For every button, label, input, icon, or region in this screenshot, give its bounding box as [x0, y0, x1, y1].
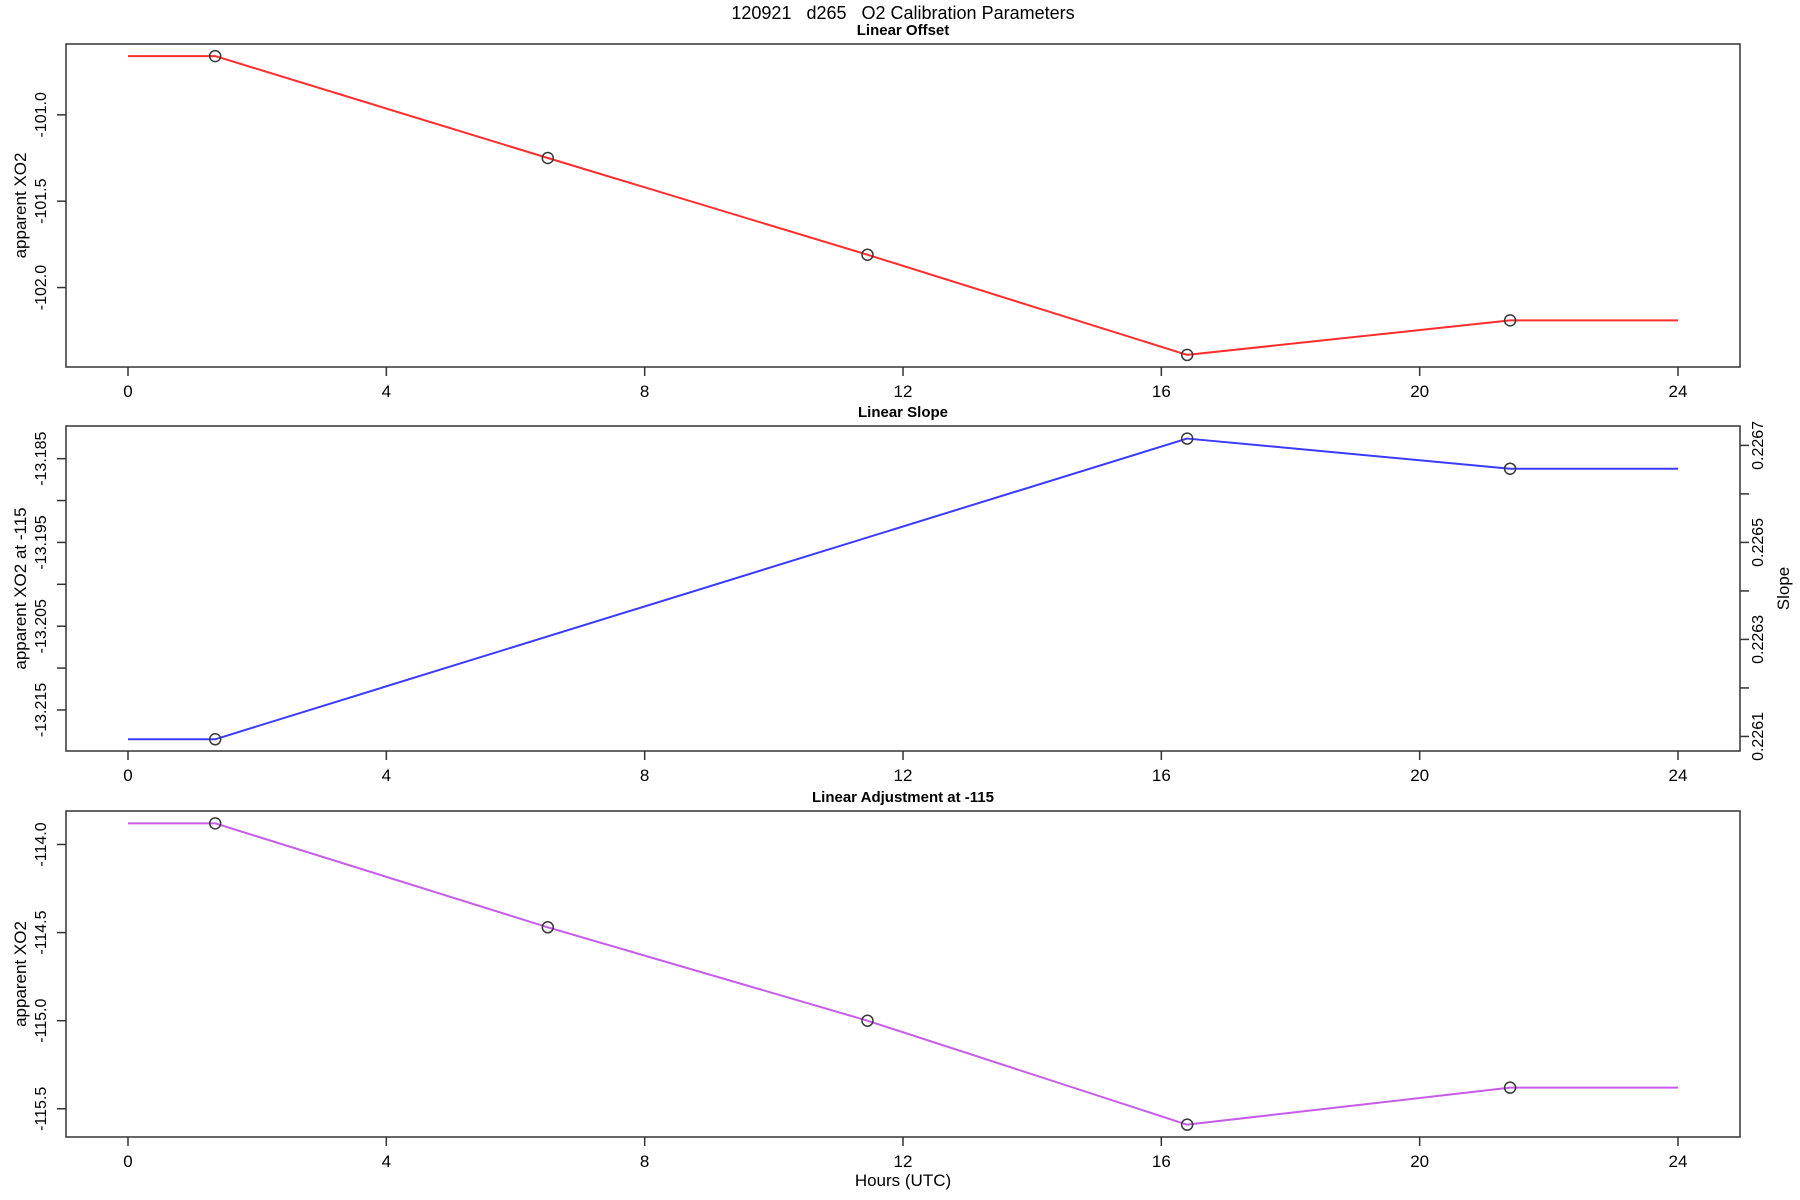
panel1-y-axis-label: apparent XO2 — [11, 153, 30, 259]
panel2-x-tick-label: 24 — [1669, 766, 1688, 785]
panel1-title: Linear Offset — [857, 22, 950, 39]
panel1-data-point-marker — [861, 248, 874, 261]
panel2-y-tick-label: -13.205 — [33, 599, 50, 653]
panel3-x-tick-label: 24 — [1669, 1152, 1688, 1171]
panel2-x-tick-label: 8 — [640, 766, 649, 785]
panel3-y-tick-label: -115.5 — [33, 1087, 50, 1131]
panel2-data-point-marker — [208, 733, 222, 746]
panel3-box — [65, 810, 1741, 1138]
panel2-right-axis-label: Slope — [1774, 567, 1793, 610]
panel2-right-tick-label: 0.2261 — [1750, 712, 1767, 761]
panel2-right-tick-label: 0.2265 — [1750, 518, 1767, 567]
panel1-y-tick-label: -101.5 — [33, 178, 50, 223]
panel3-x-tick-label: 20 — [1410, 1152, 1429, 1171]
panel1-data-point-marker — [1180, 348, 1194, 362]
panel2-x-tick-label: 0 — [123, 766, 132, 785]
panel3-title: Linear Adjustment at -115 — [812, 789, 994, 806]
panel2-y-tick-label: -13.195 — [33, 515, 50, 569]
panel1-x-tick-label: 8 — [640, 382, 649, 401]
panel2-right-tick-label: 0.2267 — [1750, 421, 1767, 470]
panel1-x-tick-label: 0 — [123, 382, 132, 401]
panel2-data-line — [128, 437, 1678, 741]
panel3-x-tick-label: 16 — [1152, 1152, 1171, 1171]
panel2-y-axis-label: apparent XO2 at -115 — [11, 507, 30, 669]
panel3-y-tick-label: -114.5 — [33, 910, 50, 954]
panel2-x-tick-label: 20 — [1410, 766, 1429, 785]
panel1-data-point-marker — [541, 151, 555, 165]
panel2-y-tick-label: -13.215 — [33, 683, 50, 737]
panel3-y-tick-label: -114.0 — [33, 822, 50, 866]
panel2-title: Linear Slope — [858, 404, 948, 421]
panel2-data-point-marker — [1180, 432, 1194, 445]
panel3-x-tick-label: 12 — [894, 1152, 913, 1171]
panel1-y-tick-label: -101.0 — [33, 92, 50, 137]
panel1-x-tick-label: 24 — [1669, 382, 1688, 401]
panel2-y-tick-label: -13.185 — [33, 431, 50, 485]
panel2-data-point-marker — [1503, 462, 1517, 475]
panel3-data-point-marker — [861, 1014, 874, 1027]
panel3-data-point-marker — [1180, 1118, 1194, 1131]
panel1-y-tick-label: -102.0 — [33, 265, 50, 310]
panel2-box — [65, 425, 1741, 752]
panel2-x-tick-label: 16 — [1152, 766, 1171, 785]
panel3-data-point-marker — [208, 817, 222, 830]
panel3-x-tick-label: 4 — [382, 1152, 391, 1171]
panel3-data-line — [128, 822, 1678, 1126]
panel1-x-tick-label: 20 — [1410, 382, 1429, 401]
panel2-right-tick-label: 0.2263 — [1750, 615, 1767, 664]
panel3-x-tick-label: 0 — [123, 1152, 132, 1171]
panel3-x-tick-label: 8 — [640, 1152, 649, 1171]
panel1-data-point-marker — [208, 49, 222, 63]
panel2-x-tick-label: 4 — [382, 766, 391, 785]
panel1-x-tick-label: 12 — [894, 382, 913, 401]
page-title: 120921 d265 O2 Calibration Parameters — [731, 3, 1075, 23]
panel1-x-tick-label: 16 — [1152, 382, 1171, 401]
panel2-x-tick-label: 12 — [894, 766, 913, 785]
panel3-y-tick-label: -115.0 — [33, 999, 50, 1043]
panel3-data-point-marker — [1503, 1081, 1517, 1094]
panel3-y-axis-label: apparent XO2 — [11, 921, 30, 1027]
panel1-x-tick-label: 4 — [382, 382, 391, 401]
panel1-box — [65, 43, 1741, 368]
panel1-data-point-marker — [1503, 314, 1517, 327]
x-axis-label: Hours (UTC) — [855, 1171, 951, 1190]
panel1-data-line — [128, 55, 1678, 356]
panel3-data-point-marker — [541, 921, 555, 934]
